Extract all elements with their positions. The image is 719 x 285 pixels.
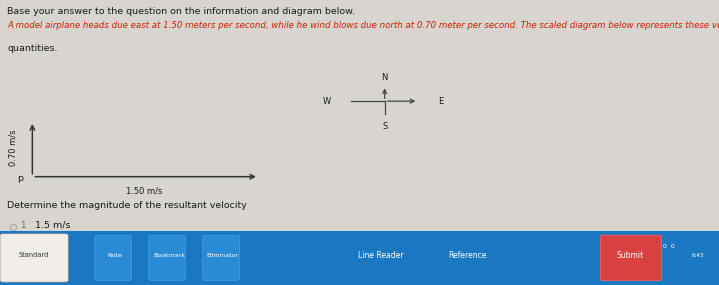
Text: N: N [382,73,388,82]
Text: 1: 1 [20,221,26,230]
Text: Submit: Submit [617,251,644,260]
Text: 0.70 m/s: 0.70 m/s [9,130,17,166]
Text: Determine the magnitude of the resultant velocity: Determine the magnitude of the resultant… [7,201,247,210]
FancyBboxPatch shape [600,235,661,281]
Text: Eliminator: Eliminator [207,253,239,258]
Text: 6:43: 6:43 [691,253,704,258]
Text: Base your answer to the question on the information and diagram below.: Base your answer to the question on the … [7,7,355,16]
Text: 2.25 m/s: 2.25 m/s [35,241,76,250]
Text: E: E [439,97,444,106]
FancyBboxPatch shape [203,236,239,280]
Text: S: S [382,122,388,131]
Text: Line Reader: Line Reader [358,251,404,260]
Text: quantities.: quantities. [7,44,58,53]
Text: A model airplane heads due east at 1.50 meters per second, while he wind blows d: A model airplane heads due east at 1.50 … [7,21,719,30]
Text: 2: 2 [20,241,26,250]
Text: 1.5 m/s: 1.5 m/s [35,221,70,230]
Text: p: p [17,174,23,183]
Bar [0,231,719,285]
Text: Reference: Reference [448,251,487,260]
Text: 0  0: 0 0 [663,244,674,249]
FancyBboxPatch shape [149,236,186,280]
Text: Note: Note [108,253,122,258]
FancyBboxPatch shape [0,234,68,282]
Text: W: W [323,97,331,106]
Text: 1.50 m/s: 1.50 m/s [126,187,162,196]
Text: Standard: Standard [19,252,49,258]
FancyBboxPatch shape [95,236,132,280]
Text: Bookmark: Bookmark [153,253,185,258]
